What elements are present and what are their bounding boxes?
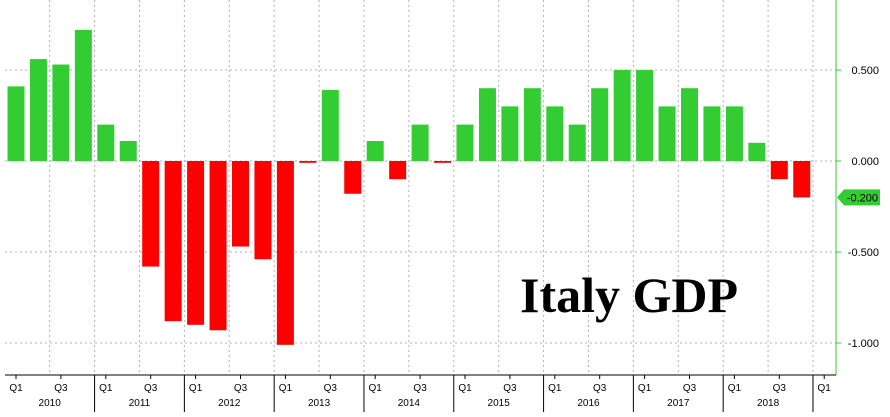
year-label: 2012 — [218, 398, 241, 409]
bar — [52, 64, 70, 161]
bar — [321, 90, 339, 161]
x-tick-label: Q1 — [458, 383, 472, 394]
bar — [299, 161, 317, 163]
bar — [703, 106, 721, 161]
bar — [523, 88, 541, 161]
bar — [725, 106, 743, 161]
bar — [568, 124, 586, 161]
y-tick-label: 0.500 — [851, 65, 879, 77]
x-tick-label: Q3 — [503, 383, 517, 394]
bar — [793, 161, 811, 198]
x-tick-label: Q3 — [234, 383, 248, 394]
y-tick-label: -0.500 — [848, 247, 879, 259]
x-tick-label: Q1 — [189, 383, 203, 394]
bar — [613, 70, 631, 161]
x-tick-label: Q3 — [593, 383, 607, 394]
chart-title: Italy GDP — [520, 267, 739, 323]
year-label: 2010 — [39, 398, 62, 409]
year-label: 2011 — [129, 398, 151, 409]
last-value-label: -0.200 — [847, 192, 878, 204]
bar — [119, 140, 137, 161]
x-tick-label: Q1 — [99, 383, 113, 394]
year-label: 2017 — [667, 398, 690, 409]
x-tick-label: Q1 — [369, 383, 383, 394]
bar — [591, 88, 609, 161]
year-label: 2016 — [577, 398, 600, 409]
bar — [411, 124, 429, 161]
bar — [97, 124, 115, 161]
bar — [389, 161, 407, 180]
year-label: 2018 — [757, 398, 780, 409]
x-tick-label: Q3 — [144, 383, 158, 394]
x-tick-label: Q1 — [9, 383, 23, 394]
bar — [681, 88, 698, 161]
bar — [74, 29, 92, 162]
x-tick-label: Q3 — [54, 383, 68, 394]
bar — [770, 161, 788, 180]
y-tick-label: 0.000 — [851, 156, 879, 168]
bar — [478, 88, 496, 161]
x-tick-label: Q3 — [324, 383, 338, 394]
last-value-box — [837, 189, 880, 206]
year-label: 2013 — [308, 398, 331, 409]
bar — [232, 161, 249, 247]
bar — [636, 70, 654, 161]
bar — [142, 161, 160, 267]
x-tick-label: Q3 — [773, 383, 787, 394]
bar — [434, 161, 452, 163]
year-label: 2014 — [398, 398, 421, 409]
bar — [29, 59, 47, 161]
bar — [456, 124, 474, 161]
bar — [546, 106, 564, 161]
bar — [7, 86, 25, 161]
x-tick-label: Q1 — [279, 383, 293, 394]
bar — [209, 161, 227, 331]
x-tick-label: Q1 — [638, 383, 652, 394]
bar — [658, 106, 676, 161]
x-tick-label: Q3 — [413, 383, 427, 394]
bar — [187, 161, 205, 325]
bar — [501, 106, 519, 161]
bar — [276, 161, 294, 345]
x-tick-label: Q3 — [683, 383, 697, 394]
x-tick-label: Q1 — [548, 383, 562, 394]
x-tick-label: Q1 — [818, 383, 832, 394]
bar — [366, 140, 384, 161]
bar — [748, 142, 766, 161]
x-tick-label: Q1 — [728, 383, 742, 394]
year-label: 2015 — [488, 398, 511, 409]
y-tick-label: -1.000 — [848, 338, 879, 350]
bar — [254, 161, 272, 260]
bar — [344, 161, 362, 194]
bar — [164, 161, 182, 322]
